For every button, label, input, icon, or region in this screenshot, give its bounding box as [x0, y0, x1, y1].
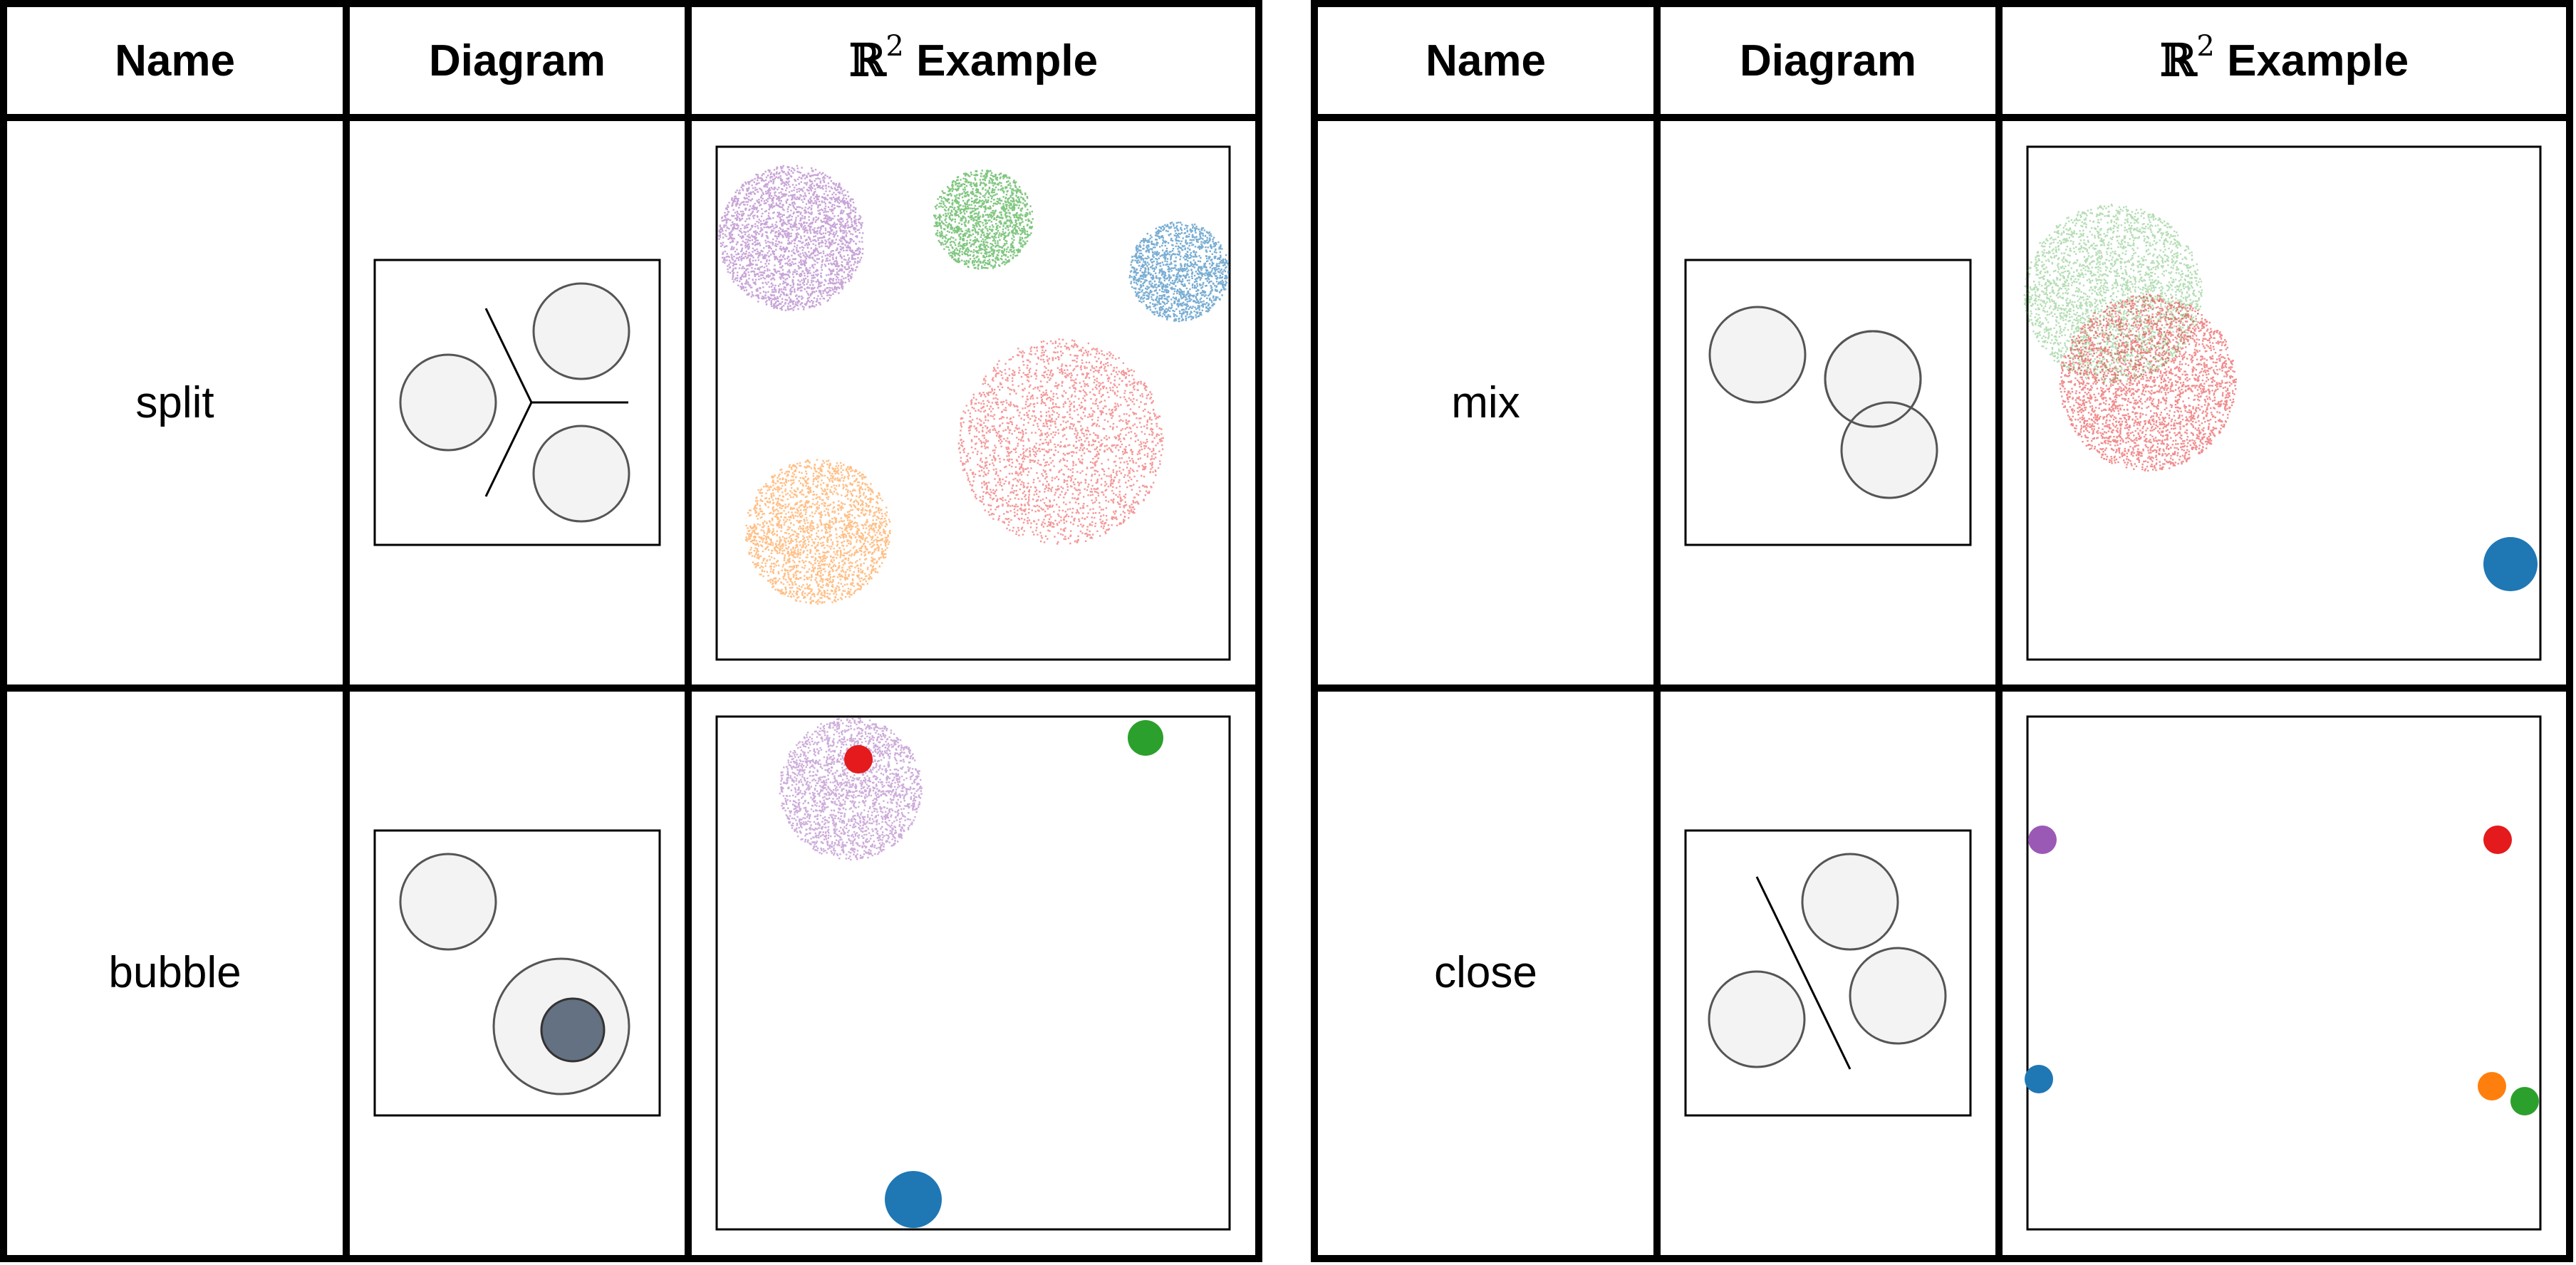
- split-example: [715, 145, 1231, 661]
- close-point-orange: [2478, 1072, 2506, 1100]
- split-cluster-green: [933, 170, 1034, 270]
- bubble-point-red: [844, 745, 873, 774]
- row-name-mix: mix: [1451, 378, 1520, 427]
- close-example: [2025, 715, 2542, 1231]
- mix-example: [2023, 145, 2542, 661]
- bubble-circle-inner: [540, 997, 606, 1063]
- split-divider-upper: [484, 308, 533, 403]
- split-circle-left: [399, 353, 497, 452]
- close-point-red: [2483, 826, 2512, 854]
- row-name-bubble: bubble: [108, 948, 242, 997]
- close-point-purple: [2028, 826, 2057, 854]
- row-name-close: close: [1434, 948, 1537, 997]
- bubble-point-blue: [885, 1171, 942, 1228]
- header-diagram: Diagram: [428, 36, 606, 85]
- mix-cluster-red: [2059, 293, 2237, 472]
- mix-point-blue: [2483, 537, 2538, 591]
- left-table: Name Diagram ℝ2 Example split bubble: [0, 0, 1265, 1265]
- header-example: ℝ2 Example: [2159, 30, 2409, 86]
- split-diagram: [373, 259, 661, 546]
- header-name: Name: [1425, 36, 1546, 85]
- close-circle-top: [1801, 853, 1899, 951]
- mix-cluster-green: [2023, 204, 2203, 383]
- bubble-diagram: [373, 829, 661, 1117]
- split-cluster-red: [957, 338, 1164, 545]
- mix-circle-left: [1708, 306, 1807, 404]
- header-name: Name: [115, 36, 235, 85]
- close-diagram: [1684, 829, 1972, 1117]
- header-diagram: Diagram: [1739, 36, 1917, 85]
- right-table-grid: [1311, 0, 2573, 1262]
- bubble-cluster-purple: [779, 717, 923, 861]
- mix-circle-lower: [1840, 401, 1938, 499]
- bubble-circle-small: [399, 853, 497, 951]
- close-point-green: [2510, 1087, 2539, 1115]
- left-table-grid: [0, 0, 1262, 1262]
- header-example: ℝ2 Example: [848, 30, 1099, 86]
- split-circle-bottom: [532, 425, 630, 523]
- split-circle-top: [532, 282, 630, 380]
- right-table: Name Diagram ℝ2 Example mix close: [1311, 0, 2576, 1265]
- split-cluster-blue: [1128, 222, 1230, 323]
- bubble-point-green: [1128, 720, 1163, 756]
- bubble-example: [715, 715, 1231, 1231]
- close-divider: [1755, 876, 1852, 1070]
- close-point-blue: [2025, 1065, 2053, 1093]
- split-cluster-purple: [718, 165, 864, 311]
- row-name-split: split: [135, 378, 214, 427]
- split-cluster-orange: [744, 459, 891, 605]
- mix-diagram: [1684, 259, 1972, 546]
- close-circle-left: [1708, 970, 1806, 1068]
- split-divider-lower: [484, 402, 533, 497]
- close-circle-right: [1849, 947, 1947, 1045]
